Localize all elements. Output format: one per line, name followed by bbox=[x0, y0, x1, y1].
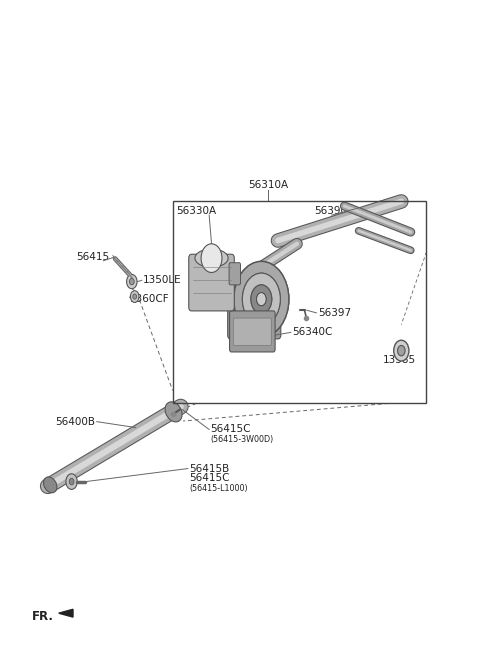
FancyBboxPatch shape bbox=[229, 263, 240, 285]
Text: FR.: FR. bbox=[32, 610, 54, 623]
Circle shape bbox=[133, 294, 137, 299]
Circle shape bbox=[257, 292, 266, 306]
Text: 56415C: 56415C bbox=[189, 473, 230, 484]
Circle shape bbox=[397, 346, 405, 356]
Circle shape bbox=[130, 279, 134, 285]
Circle shape bbox=[131, 290, 139, 302]
Ellipse shape bbox=[165, 402, 182, 422]
Text: 56415C: 56415C bbox=[211, 424, 251, 434]
Circle shape bbox=[257, 292, 266, 306]
Text: 56340C: 56340C bbox=[292, 327, 333, 338]
FancyBboxPatch shape bbox=[189, 254, 234, 311]
Circle shape bbox=[394, 340, 409, 361]
Circle shape bbox=[234, 261, 289, 337]
Text: 1350LE: 1350LE bbox=[143, 275, 181, 285]
Circle shape bbox=[127, 275, 137, 289]
FancyBboxPatch shape bbox=[229, 311, 275, 352]
Circle shape bbox=[201, 244, 222, 273]
Text: 13385: 13385 bbox=[383, 355, 416, 365]
Text: 56310A: 56310A bbox=[249, 180, 288, 190]
Bar bbox=[173, 202, 426, 403]
Text: (56415-3W00D): (56415-3W00D) bbox=[211, 435, 274, 443]
Circle shape bbox=[242, 273, 280, 325]
Ellipse shape bbox=[195, 249, 228, 267]
Text: 1360CF: 1360CF bbox=[130, 294, 169, 304]
Text: (56415-L1000): (56415-L1000) bbox=[189, 484, 248, 493]
Polygon shape bbox=[59, 609, 73, 617]
Ellipse shape bbox=[44, 477, 57, 493]
Circle shape bbox=[242, 273, 280, 325]
Text: 56415B: 56415B bbox=[189, 464, 229, 474]
Text: 56397: 56397 bbox=[318, 308, 351, 318]
Text: 56390C: 56390C bbox=[314, 206, 354, 216]
Text: 56415: 56415 bbox=[76, 252, 109, 262]
Circle shape bbox=[69, 478, 74, 485]
Text: 56330A: 56330A bbox=[176, 206, 216, 216]
Circle shape bbox=[66, 474, 77, 489]
FancyBboxPatch shape bbox=[228, 287, 281, 339]
Circle shape bbox=[251, 285, 272, 313]
Circle shape bbox=[234, 261, 289, 337]
Circle shape bbox=[251, 285, 272, 313]
FancyBboxPatch shape bbox=[233, 318, 271, 346]
Text: 56400B: 56400B bbox=[55, 417, 95, 426]
